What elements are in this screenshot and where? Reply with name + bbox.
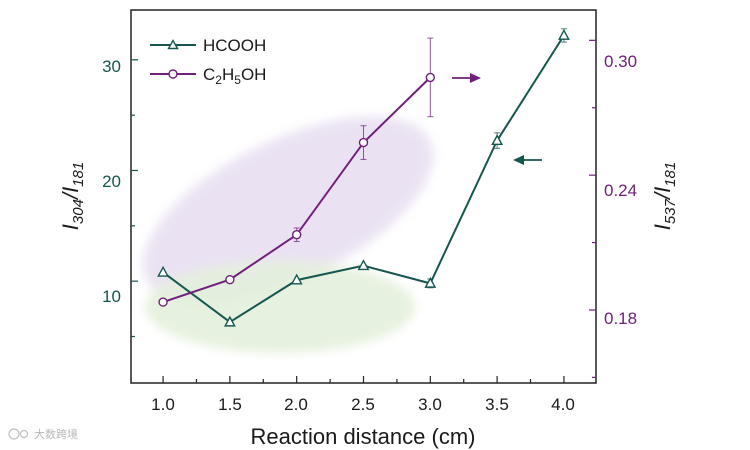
y-left-title-sep: /I <box>58 187 83 201</box>
legend-c2h5oh-part-b: H <box>222 65 234 84</box>
y-right-axis-title: I537/I181 <box>650 162 679 230</box>
watermark: 大数跨境 <box>8 427 78 441</box>
data-point-hcooh <box>357 259 370 271</box>
y-left-title-main: I <box>58 224 83 230</box>
triangle-marker-icon <box>167 39 179 50</box>
x-tick-label: 1.0 <box>151 395 175 414</box>
x-tick-label: 3.0 <box>418 395 442 414</box>
data-point-hcooh <box>491 134 504 146</box>
x-tick-label: 3.5 <box>485 395 509 414</box>
data-point-hcooh <box>558 28 570 40</box>
legend-c2h5oh-sub-1: 2 <box>215 73 222 87</box>
y-right-tick-label: 0.18 <box>604 309 637 328</box>
watermark-text: 大数跨境 <box>34 427 78 441</box>
data-point-c2h5oh <box>358 137 369 148</box>
x-tick-label: 2.5 <box>351 395 375 414</box>
data-point-hcooh <box>223 315 236 327</box>
y-left-tick-label: 30 <box>102 57 121 76</box>
series-hcooh <box>157 28 570 327</box>
y-left-axis-title: I304/I181 <box>58 162 87 230</box>
legend-label-c2h5oh: C2H5OH <box>203 65 266 87</box>
y-right-title-sep: /I <box>650 187 675 201</box>
x-tick-label: 2.0 <box>284 395 308 414</box>
circle-marker-icon <box>168 69 178 79</box>
legend-c2h5oh-sub-2: 5 <box>234 73 241 87</box>
data-point-hcooh <box>157 265 169 277</box>
legend-c2h5oh-part-c: OH <box>241 65 267 84</box>
x-tick-label: 4.0 <box>551 395 575 414</box>
y-right-title-sub1: 537 <box>662 198 679 224</box>
tick-marks <box>131 39 596 383</box>
arrow-right-annotation <box>452 73 481 83</box>
data-point-c2h5oh <box>291 229 302 240</box>
data-point-c2h5oh <box>158 297 168 307</box>
data-point-c2h5oh <box>425 72 436 83</box>
y-left-tick-label: 20 <box>102 172 121 191</box>
legend-c2h5oh-part-a: C <box>203 65 215 84</box>
legend-item-c2h5oh: C2H5OH <box>150 65 266 87</box>
y-left-tick-label: 10 <box>102 287 121 306</box>
y-right-tick-labels: 0.18 0.24 0.30 <box>604 52 637 328</box>
arrow-left-annotation <box>513 155 542 165</box>
y-right-tick-label: 0.30 <box>604 52 637 71</box>
data-point-c2h5oh <box>225 274 235 285</box>
series-c2h5oh <box>158 37 436 307</box>
x-tick-labels: 1.0 1.5 2.0 2.5 3.0 3.5 4.0 <box>151 395 575 414</box>
highlight-ellipse-purple <box>142 116 434 304</box>
data-point-hcooh <box>424 276 437 288</box>
x-tick-label: 1.5 <box>218 395 242 414</box>
series-layer <box>157 28 570 327</box>
data-point-hcooh <box>290 273 303 285</box>
y-right-title-main: I <box>650 224 675 230</box>
legend: HCOOH C2H5OH <box>150 36 266 87</box>
y-right-tick-label: 0.24 <box>604 181 637 200</box>
y-right-title-sub2: 181 <box>662 162 679 187</box>
y-left-title-sub2: 181 <box>70 162 87 187</box>
legend-label-hcooh: HCOOH <box>203 36 266 55</box>
watermark-logo-icon <box>8 428 20 440</box>
y-left-tick-labels: 10 20 30 <box>102 57 121 306</box>
x-axis-title: Reaction distance (cm) <box>251 424 476 449</box>
legend-item-hcooh: HCOOH <box>150 36 266 55</box>
y-left-title-sub1: 304 <box>70 199 87 224</box>
highlight-ellipse-green <box>145 261 415 353</box>
